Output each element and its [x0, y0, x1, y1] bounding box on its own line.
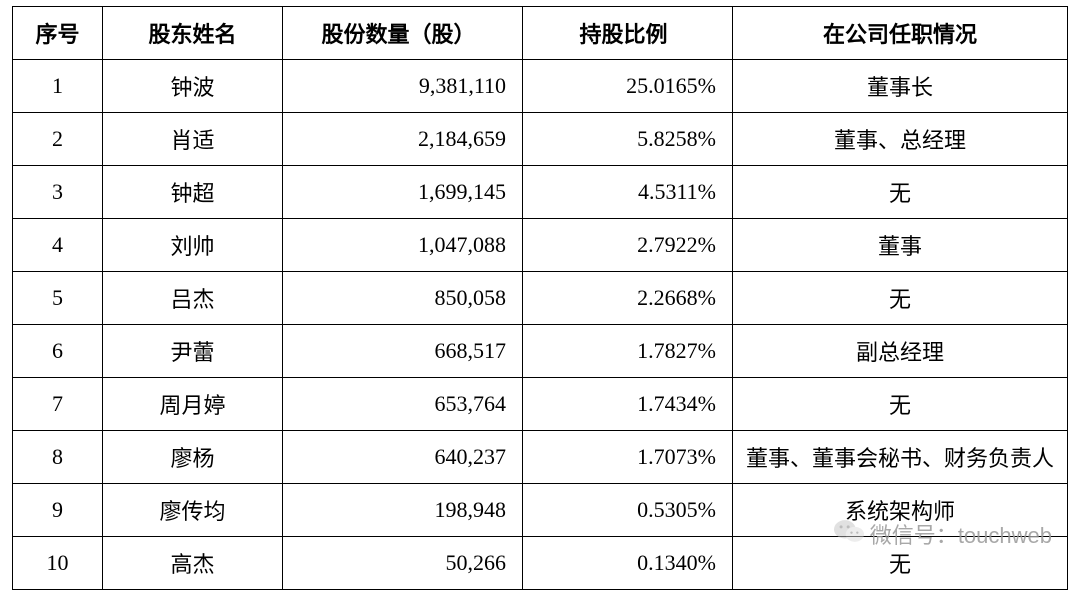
cell-ratio: 5.8258% [523, 113, 733, 166]
cell-shares: 198,948 [283, 484, 523, 537]
cell-position: 董事 [733, 219, 1068, 272]
cell-position: 副总经理 [733, 325, 1068, 378]
cell-index: 2 [13, 113, 103, 166]
cell-index: 9 [13, 484, 103, 537]
cell-index: 5 [13, 272, 103, 325]
table-row: 10高杰50,2660.1340%无 [13, 537, 1068, 590]
cell-position: 系统架构师 [733, 484, 1068, 537]
cell-shares: 1,699,145 [283, 166, 523, 219]
cell-name: 尹蕾 [103, 325, 283, 378]
cell-name: 钟波 [103, 60, 283, 113]
cell-ratio: 2.2668% [523, 272, 733, 325]
cell-shares: 1,047,088 [283, 219, 523, 272]
cell-ratio: 1.7827% [523, 325, 733, 378]
cell-position: 无 [733, 537, 1068, 590]
cell-shares: 9,381,110 [283, 60, 523, 113]
cell-index: 7 [13, 378, 103, 431]
cell-ratio: 1.7073% [523, 431, 733, 484]
cell-ratio: 1.7434% [523, 378, 733, 431]
cell-position: 董事、董事会秘书、财务负责人 [733, 431, 1068, 484]
table-row: 5吕杰850,0582.2668%无 [13, 272, 1068, 325]
col-header-ratio: 持股比例 [523, 7, 733, 60]
cell-name: 肖适 [103, 113, 283, 166]
shareholders-table: 序号 股东姓名 股份数量（股） 持股比例 在公司任职情况 1钟波9,381,11… [12, 6, 1068, 590]
cell-name: 钟超 [103, 166, 283, 219]
cell-position: 董事、总经理 [733, 113, 1068, 166]
cell-shares: 50,266 [283, 537, 523, 590]
table-row: 6尹蕾668,5171.7827%副总经理 [13, 325, 1068, 378]
cell-shares: 653,764 [283, 378, 523, 431]
table-row: 9廖传均198,9480.5305%系统架构师 [13, 484, 1068, 537]
table-row: 7周月婷653,7641.7434%无 [13, 378, 1068, 431]
cell-name: 廖传均 [103, 484, 283, 537]
cell-ratio: 4.5311% [523, 166, 733, 219]
col-header-position: 在公司任职情况 [733, 7, 1068, 60]
cell-ratio: 0.5305% [523, 484, 733, 537]
cell-name: 高杰 [103, 537, 283, 590]
cell-shares: 640,237 [283, 431, 523, 484]
cell-index: 3 [13, 166, 103, 219]
table-row: 3钟超1,699,1454.5311%无 [13, 166, 1068, 219]
cell-name: 吕杰 [103, 272, 283, 325]
cell-index: 1 [13, 60, 103, 113]
table-row: 1钟波9,381,11025.0165%董事长 [13, 60, 1068, 113]
cell-position: 董事长 [733, 60, 1068, 113]
col-header-index: 序号 [13, 7, 103, 60]
cell-shares: 850,058 [283, 272, 523, 325]
cell-position: 无 [733, 272, 1068, 325]
cell-name: 刘帅 [103, 219, 283, 272]
col-header-shares: 股份数量（股） [283, 7, 523, 60]
table-header-row: 序号 股东姓名 股份数量（股） 持股比例 在公司任职情况 [13, 7, 1068, 60]
cell-name: 廖杨 [103, 431, 283, 484]
cell-ratio: 2.7922% [523, 219, 733, 272]
cell-index: 10 [13, 537, 103, 590]
cell-shares: 2,184,659 [283, 113, 523, 166]
table-row: 2肖适2,184,6595.8258%董事、总经理 [13, 113, 1068, 166]
table-row: 4刘帅1,047,0882.7922%董事 [13, 219, 1068, 272]
cell-index: 4 [13, 219, 103, 272]
cell-name: 周月婷 [103, 378, 283, 431]
cell-index: 8 [13, 431, 103, 484]
cell-shares: 668,517 [283, 325, 523, 378]
cell-position: 无 [733, 166, 1068, 219]
cell-index: 6 [13, 325, 103, 378]
cell-ratio: 0.1340% [523, 537, 733, 590]
table-row: 8廖杨640,2371.7073%董事、董事会秘书、财务负责人 [13, 431, 1068, 484]
cell-ratio: 25.0165% [523, 60, 733, 113]
col-header-name: 股东姓名 [103, 7, 283, 60]
cell-position: 无 [733, 378, 1068, 431]
